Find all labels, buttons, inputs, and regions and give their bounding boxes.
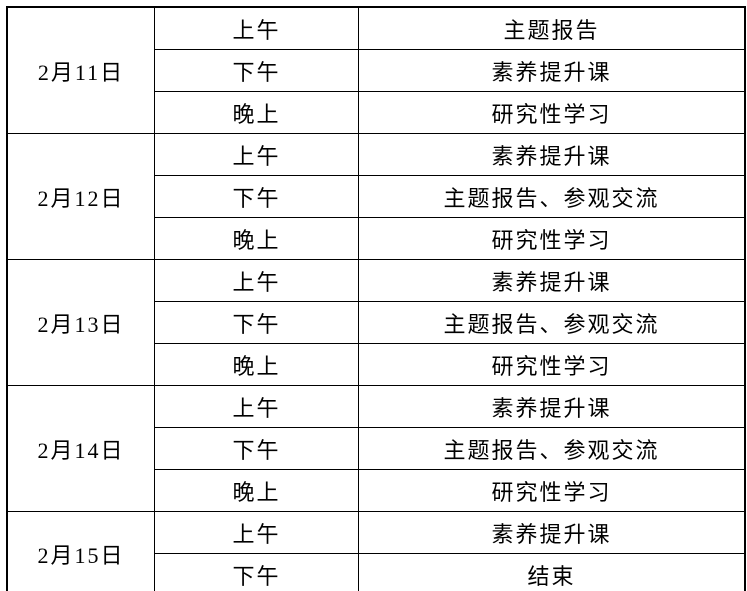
activity-cell: 研究性学习 [358, 469, 746, 512]
table-row: 2月14日 上午 素养提升课 [6, 385, 746, 512]
date-cell: 2月13日 [6, 259, 155, 386]
schedule-table: 2月11日 上午 主题报告 下午 素养提升课 晚上 研究性学习 2月12日 上午… [6, 6, 746, 591]
time-cell: 下午 [154, 175, 359, 218]
activity-cell: 素养提升课 [358, 385, 746, 428]
time-cell: 上午 [154, 385, 359, 428]
activity-cell: 素养提升课 [358, 133, 746, 176]
table-row: 晚上 研究性学习 [7, 343, 746, 386]
time-cell: 下午 [154, 427, 359, 470]
table-row: 下午 主题报告、参观交流 [7, 301, 746, 344]
date-cell: 2月12日 [6, 133, 155, 260]
time-cell: 晚上 [154, 217, 359, 260]
activity-cell: 研究性学习 [358, 91, 746, 134]
date-cell: 2月11日 [6, 6, 155, 134]
time-cell: 晚上 [154, 469, 359, 512]
activity-cell: 主题报告、参观交流 [358, 175, 746, 218]
activity-cell: 主题报告 [358, 6, 746, 50]
activity-cell: 素养提升课 [358, 511, 746, 554]
activity-cell: 结束 [358, 553, 746, 591]
time-cell: 晚上 [154, 343, 359, 386]
table-row: 2月12日 上午 素养提升课 [6, 133, 746, 260]
activity-cell: 主题报告、参观交流 [358, 427, 746, 470]
table-row: 下午 主题报告、参观交流 [7, 175, 746, 218]
time-cell: 下午 [154, 49, 359, 92]
table-row: 下午 素养提升课 [7, 49, 746, 92]
date-cell: 2月15日 [6, 511, 155, 591]
time-cell: 上午 [154, 511, 359, 554]
table-row: 下午 主题报告、参观交流 [7, 427, 746, 470]
time-cell: 下午 [154, 553, 359, 591]
table-row: 2月15日 上午 素养提升课 [6, 511, 746, 591]
table-row: 2月13日 上午 素养提升课 [6, 259, 746, 386]
table-row: 2月11日 上午 主题报告 [6, 6, 746, 134]
table-row: 下午 结束 [7, 553, 746, 591]
activity-cell: 素养提升课 [358, 259, 746, 302]
date-cell: 2月14日 [6, 385, 155, 512]
activity-cell: 素养提升课 [358, 49, 746, 92]
time-cell: 上午 [154, 133, 359, 176]
table-row: 晚上 研究性学习 [7, 469, 746, 512]
activity-cell: 研究性学习 [358, 217, 746, 260]
time-cell: 上午 [154, 259, 359, 302]
time-cell: 晚上 [154, 91, 359, 134]
activity-cell: 主题报告、参观交流 [358, 301, 746, 344]
time-cell: 下午 [154, 301, 359, 344]
activity-cell: 研究性学习 [358, 343, 746, 386]
time-cell: 上午 [154, 6, 359, 50]
